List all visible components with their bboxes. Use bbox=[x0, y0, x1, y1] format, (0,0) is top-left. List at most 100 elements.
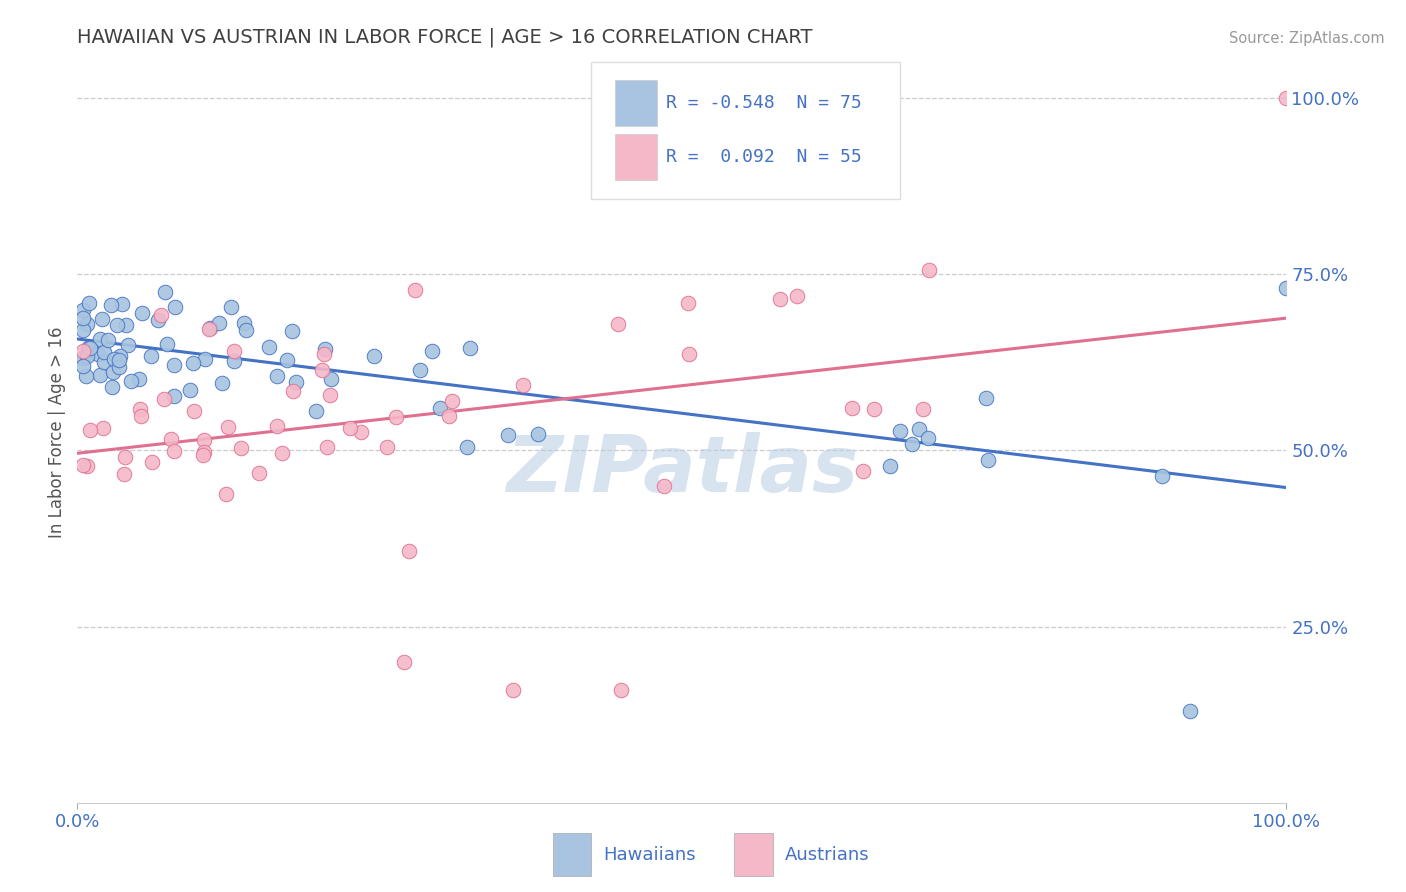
Point bbox=[889, 425, 911, 439]
FancyBboxPatch shape bbox=[734, 833, 773, 877]
Point bbox=[91, 421, 114, 435]
Point bbox=[163, 301, 186, 315]
Point bbox=[852, 464, 875, 478]
Point bbox=[404, 284, 426, 298]
Point bbox=[496, 427, 519, 442]
Point bbox=[429, 401, 451, 415]
Point bbox=[456, 440, 478, 454]
Point bbox=[77, 341, 100, 355]
Point bbox=[179, 383, 201, 397]
Point bbox=[276, 353, 298, 368]
Point bbox=[215, 487, 238, 501]
Point bbox=[110, 297, 132, 311]
Point bbox=[314, 347, 336, 361]
Point bbox=[103, 365, 125, 379]
Point bbox=[606, 318, 628, 332]
Point bbox=[150, 308, 173, 322]
Point bbox=[217, 420, 239, 434]
Text: Austrians: Austrians bbox=[785, 846, 869, 863]
Point bbox=[233, 316, 256, 330]
Text: R = -0.548  N = 75: R = -0.548 N = 75 bbox=[666, 95, 862, 112]
Point bbox=[863, 402, 886, 417]
Point bbox=[339, 421, 361, 435]
FancyBboxPatch shape bbox=[616, 135, 657, 180]
Point bbox=[676, 296, 699, 310]
Point bbox=[976, 453, 998, 467]
Point bbox=[72, 458, 94, 472]
Point bbox=[198, 321, 221, 335]
Point bbox=[222, 353, 245, 368]
Point bbox=[108, 349, 131, 363]
Point bbox=[319, 387, 342, 401]
Point bbox=[86, 347, 108, 361]
Point bbox=[918, 262, 941, 277]
Point bbox=[314, 342, 336, 356]
Point bbox=[900, 437, 922, 451]
Point bbox=[678, 347, 700, 361]
Point bbox=[105, 318, 128, 332]
Point bbox=[101, 380, 124, 394]
Point bbox=[131, 305, 153, 319]
Point bbox=[247, 466, 270, 480]
Point bbox=[76, 458, 98, 473]
Point bbox=[93, 355, 115, 369]
Point bbox=[908, 422, 931, 436]
Text: Source: ZipAtlas.com: Source: ZipAtlas.com bbox=[1229, 31, 1385, 46]
Point bbox=[89, 332, 111, 346]
Point bbox=[911, 402, 934, 417]
Point bbox=[512, 378, 534, 392]
Point bbox=[610, 683, 633, 698]
Point bbox=[141, 455, 163, 469]
Point bbox=[284, 375, 307, 389]
Point bbox=[208, 316, 231, 330]
Point bbox=[392, 655, 415, 669]
Point bbox=[441, 393, 464, 408]
Point bbox=[266, 418, 288, 433]
Point bbox=[114, 450, 136, 465]
Point bbox=[1275, 281, 1298, 295]
Point bbox=[72, 303, 94, 318]
Point bbox=[115, 318, 138, 332]
Point bbox=[211, 376, 233, 390]
Point bbox=[76, 317, 98, 331]
Point bbox=[117, 337, 139, 351]
Point bbox=[502, 683, 524, 698]
Point bbox=[439, 409, 461, 423]
Point bbox=[375, 440, 398, 454]
Point bbox=[72, 359, 94, 374]
Point bbox=[160, 432, 183, 446]
Point bbox=[974, 391, 997, 405]
Point bbox=[131, 409, 153, 424]
Point bbox=[316, 440, 339, 454]
Point bbox=[100, 298, 122, 312]
Point bbox=[219, 300, 242, 314]
Point bbox=[72, 311, 94, 326]
Point bbox=[79, 423, 101, 437]
Point bbox=[120, 374, 142, 388]
FancyBboxPatch shape bbox=[553, 833, 592, 877]
Point bbox=[281, 384, 304, 399]
Point bbox=[77, 296, 100, 310]
Point bbox=[163, 444, 186, 458]
Point bbox=[420, 343, 443, 358]
Point bbox=[141, 349, 163, 363]
Text: R =  0.092  N = 55: R = 0.092 N = 55 bbox=[666, 148, 862, 166]
Point bbox=[311, 363, 333, 377]
Point bbox=[786, 289, 808, 303]
Point bbox=[146, 313, 169, 327]
Point bbox=[280, 324, 302, 338]
Point bbox=[75, 368, 97, 383]
Point bbox=[108, 352, 131, 367]
Text: HAWAIIAN VS AUSTRIAN IN LABOR FORCE | AGE > 16 CORRELATION CHART: HAWAIIAN VS AUSTRIAN IN LABOR FORCE | AG… bbox=[77, 28, 813, 47]
Text: Hawaiians: Hawaiians bbox=[603, 846, 696, 863]
Point bbox=[1275, 91, 1298, 105]
Point bbox=[194, 352, 217, 367]
Point bbox=[89, 368, 111, 382]
Point bbox=[917, 431, 939, 445]
Point bbox=[153, 285, 176, 300]
Point bbox=[156, 337, 179, 351]
Point bbox=[181, 355, 204, 369]
Point bbox=[270, 445, 292, 459]
Point bbox=[259, 341, 281, 355]
Point bbox=[128, 372, 150, 386]
